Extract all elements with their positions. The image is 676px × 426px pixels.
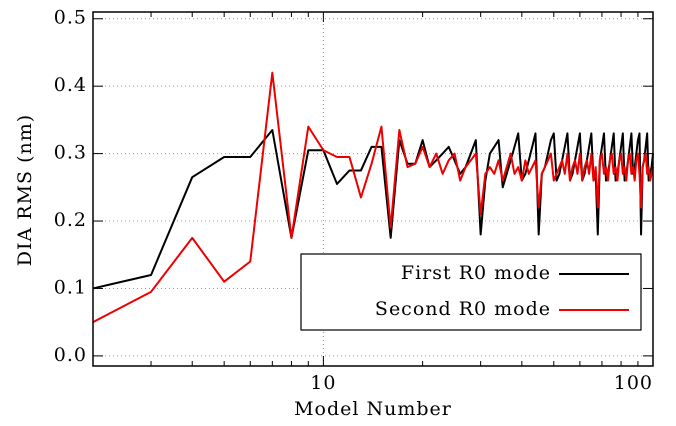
y-tick-label: 0.2 [54, 209, 87, 231]
y-tick-label: 0.0 [54, 344, 87, 366]
x-axis-label: Model Number [294, 398, 452, 420]
legend-label: First R0 mode [401, 262, 551, 284]
x-tick-label: 10 [310, 372, 336, 394]
x-tick-label: 100 [614, 372, 653, 394]
legend-label: Second R0 mode [375, 298, 551, 320]
y-axis-label: DIA RMS (nm) [14, 114, 36, 266]
y-tick-label: 0.4 [54, 74, 87, 96]
legend-box [300, 253, 642, 331]
y-tick-label: 0.1 [54, 276, 87, 298]
series-line [92, 71, 654, 324]
plot-frame [92, 11, 654, 367]
y-tick-label: 0.5 [54, 7, 87, 29]
y-tick-label: 0.3 [54, 142, 87, 164]
